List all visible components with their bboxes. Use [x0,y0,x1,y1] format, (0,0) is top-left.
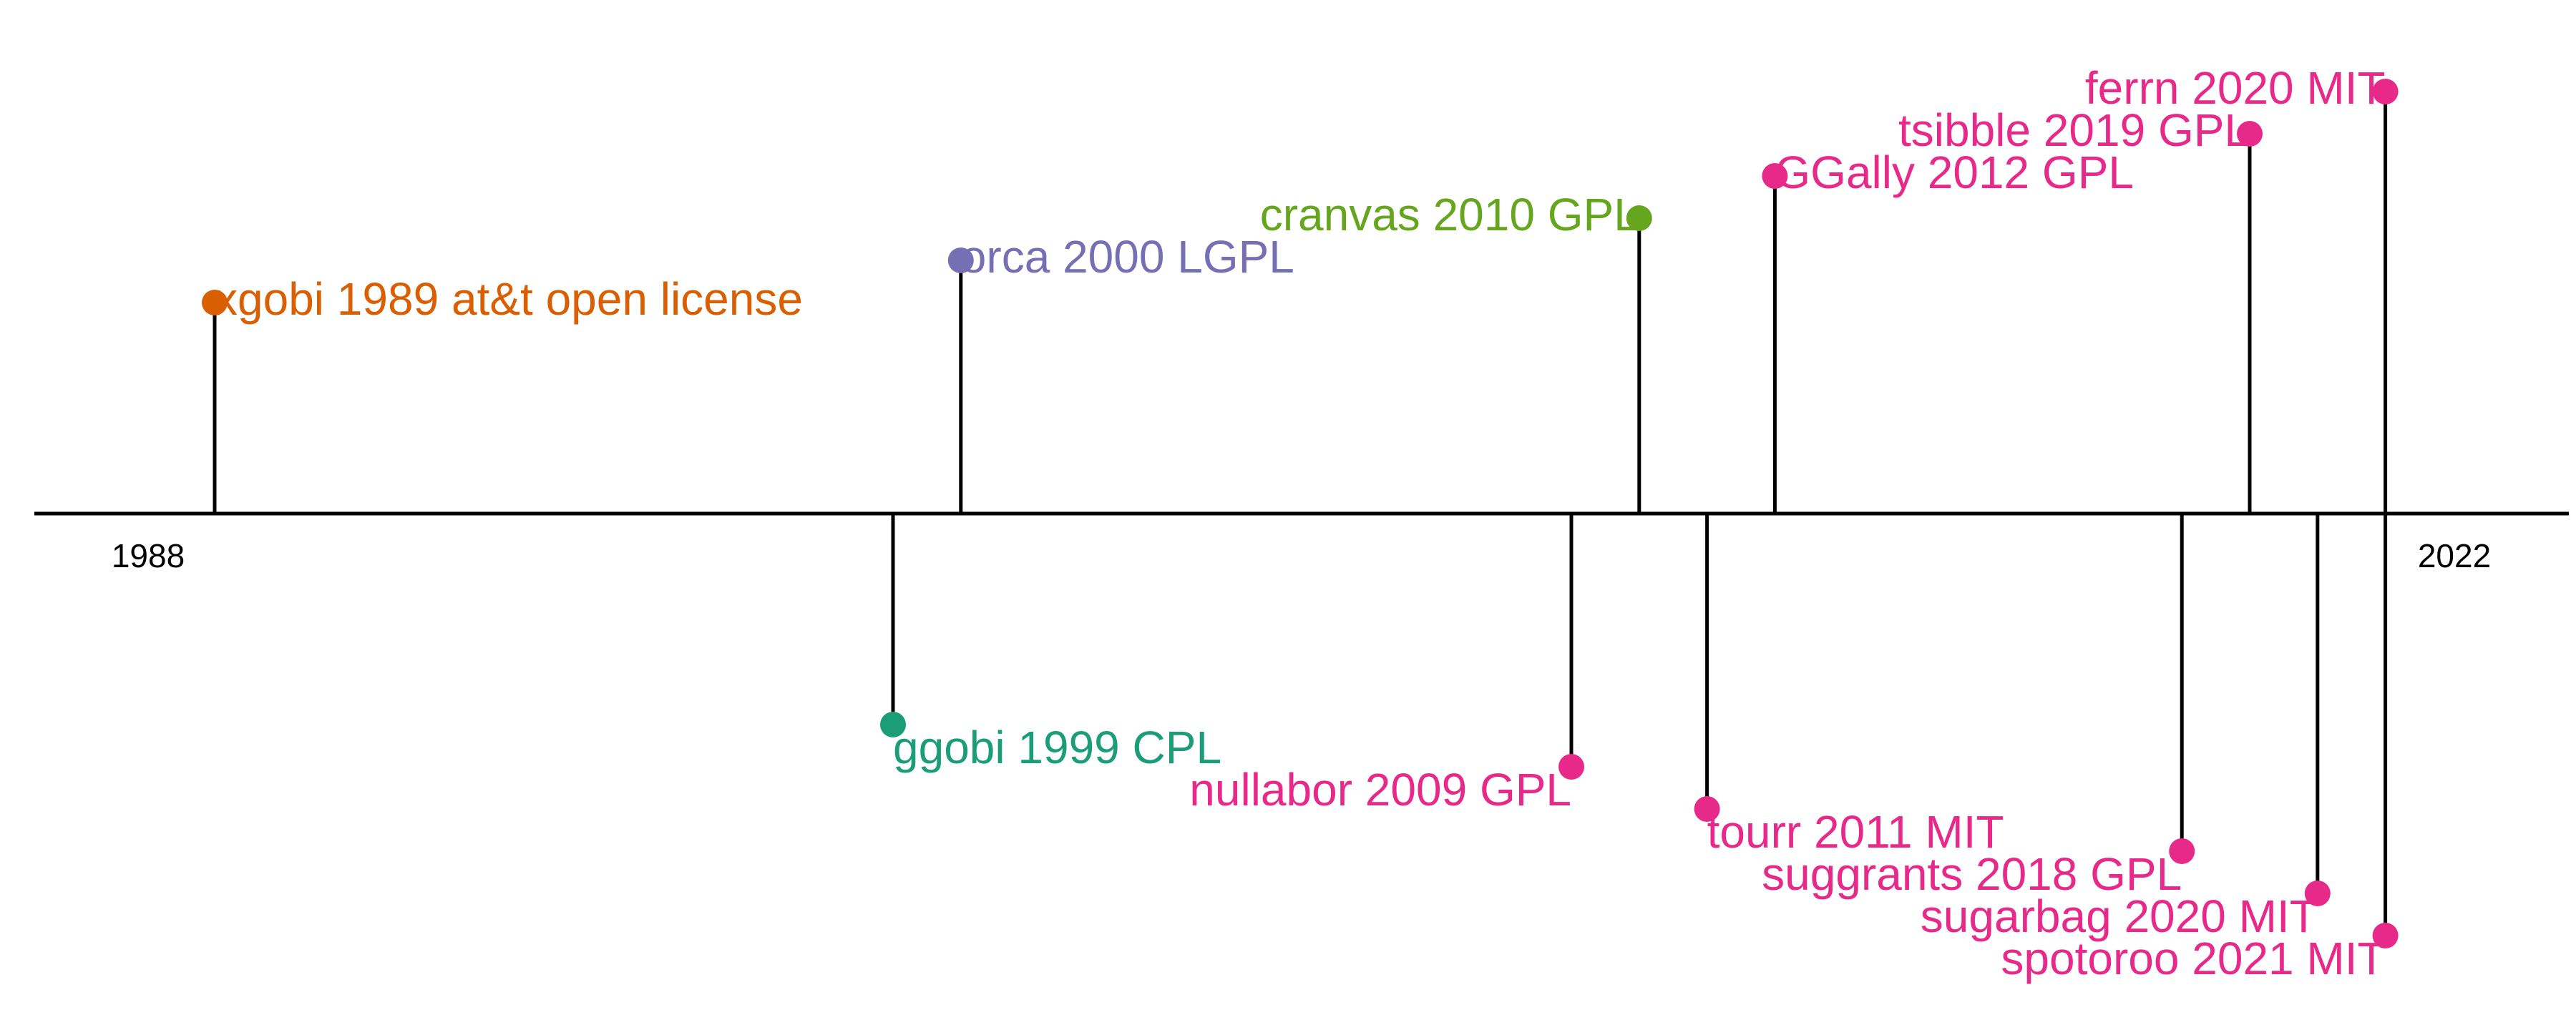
event-point-tsibble [2237,121,2263,147]
event-label-nullabor: nullabor 2009 GPL [1189,764,1571,815]
end-year-label: 2022 [2418,537,2491,574]
event-label-tsibble: tsibble 2019 GPL [1898,104,2250,156]
event-label-tourr: tourr 2011 MIT [1707,806,2004,858]
event-label-sugarbag: sugarbag 2020 MIT [1921,891,2318,942]
event-point-ggobi [880,712,906,737]
event-label-spotoroo: spotoroo 2021 MIT [2001,933,2385,984]
event-point-tourr [1694,796,1720,822]
event-point-xgobi [202,290,228,315]
event-point-ggally [1762,163,1788,189]
event-label-ferrn: ferrn 2020 MIT [2085,62,2386,114]
event-label-ggally: GGally 2012 GPL [1775,147,2134,198]
event-point-spotoroo [2372,923,2399,948]
event-label-cranvas: cranvas 2010 GPL [1260,189,1639,240]
events-group: xgobi 1989 at&t open license ggobi 1999 C… [202,62,2399,984]
event-label-suggrants: suggrants 2018 GPL [1762,848,2182,900]
event-point-cranvas [1626,205,1652,231]
event-label-orca: orca 2000 LGPL [961,231,1294,283]
event-point-ferrn [2372,79,2399,104]
start-year-label: 1988 [112,537,185,574]
event-point-suggrants [2169,838,2195,864]
event-point-orca [947,247,974,273]
event-label-ggobi: ggobi 1999 CPL [893,722,1221,773]
event-label-xgobi: xgobi 1989 at&t open license [215,273,803,325]
event-point-sugarbag [2304,881,2331,906]
event-point-nullabor [1558,754,1584,780]
